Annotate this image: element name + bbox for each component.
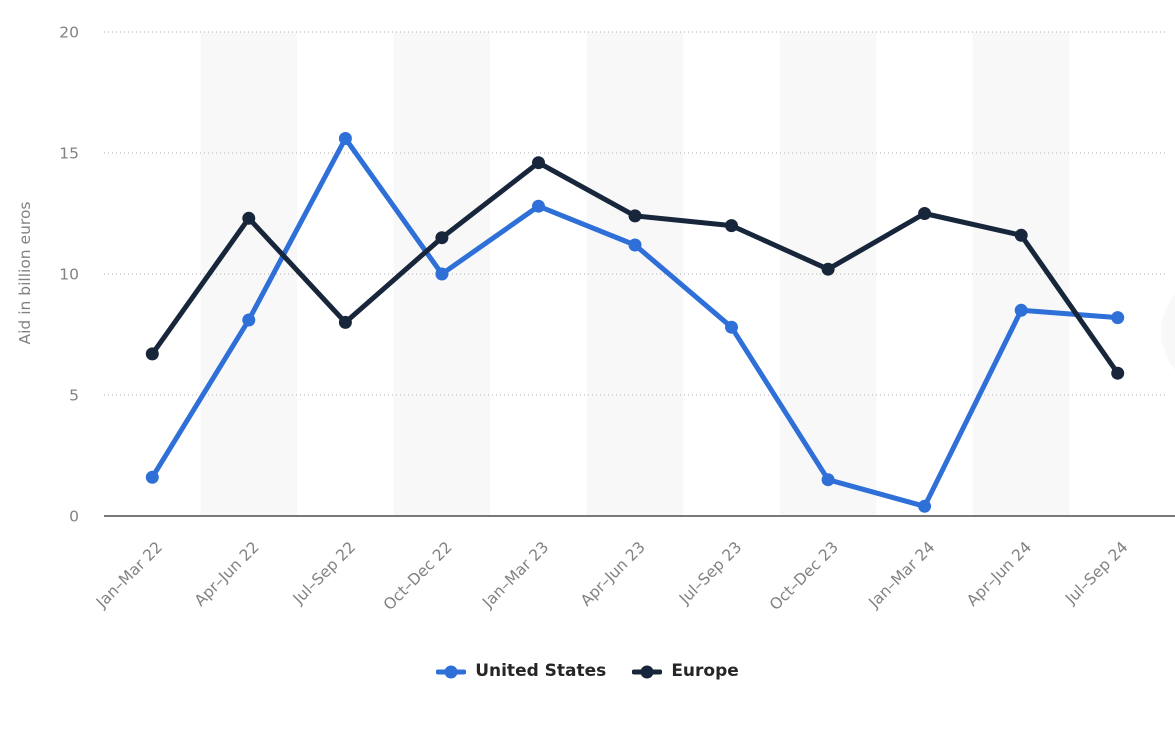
x-tick-label-4: Jan–Mar 23 [478,538,552,612]
legend-item-europe[interactable]: Europe [632,661,739,681]
legend-marker-europe-icon [632,665,663,678]
data-point-europe-5[interactable] [628,209,642,223]
data-point-europe-6[interactable] [725,219,738,233]
y-tick-label-0: 0 [69,508,79,526]
y-tick-label-5: 5 [69,387,79,405]
y-tick-label-15: 15 [59,145,79,163]
x-tick-label-3: Oct–Dec 22 [380,538,456,614]
data-point-europe-7[interactable] [821,262,835,276]
data-point-united-states-10[interactable] [1111,311,1125,325]
x-tick-label-1: Apr–Jun 22 [191,538,263,610]
data-point-europe-1[interactable] [242,211,256,225]
y-axis-title: Aid in billion euros [16,202,34,345]
data-point-united-states-0[interactable] [145,470,159,484]
y-tick-label-10: 10 [59,266,79,284]
x-tick-label-8: Jan–Mar 24 [865,538,939,612]
data-point-europe-3[interactable] [435,231,449,245]
legend-marker-united-states-icon [436,665,467,678]
data-point-united-states-1[interactable] [242,313,256,327]
legend-label-united-states: United States [475,661,607,681]
x-tick-label-2: Jul–Sep 22 [289,538,359,608]
data-point-united-states-4[interactable] [532,199,545,213]
x-tick-label-10: Jul–Sep 24 [1061,538,1131,608]
data-point-united-states-2[interactable] [338,132,352,145]
x-tick-label-0: Jan–Mar 22 [92,538,166,612]
x-tick-label-5: Apr–Jun 23 [577,538,649,610]
plot-band [972,32,1070,516]
data-point-europe-9[interactable] [1014,228,1028,242]
data-point-united-states-3[interactable] [435,267,449,281]
data-point-united-states-6[interactable] [725,320,738,334]
x-tick-label-9: Apr–Jun 24 [963,538,1035,610]
data-point-united-states-5[interactable] [628,238,642,252]
data-point-united-states-7[interactable] [821,473,835,487]
data-point-united-states-8[interactable] [918,499,932,513]
legend-label-europe: Europe [671,661,739,681]
chart-legend: United States Europe [0,663,1175,680]
data-point-europe-8[interactable] [918,207,932,220]
x-tick-label-7: Oct–Dec 23 [766,538,842,614]
data-point-europe-4[interactable] [532,156,545,170]
legend-item-united-states[interactable]: United States [436,663,606,680]
data-point-united-states-9[interactable] [1014,303,1028,317]
data-point-europe-10[interactable] [1111,366,1125,380]
data-point-europe-2[interactable] [338,315,352,329]
y-tick-label-20: 20 [59,24,79,42]
data-point-europe-0[interactable] [145,347,159,361]
x-tick-label-6: Jul–Sep 23 [675,538,745,608]
